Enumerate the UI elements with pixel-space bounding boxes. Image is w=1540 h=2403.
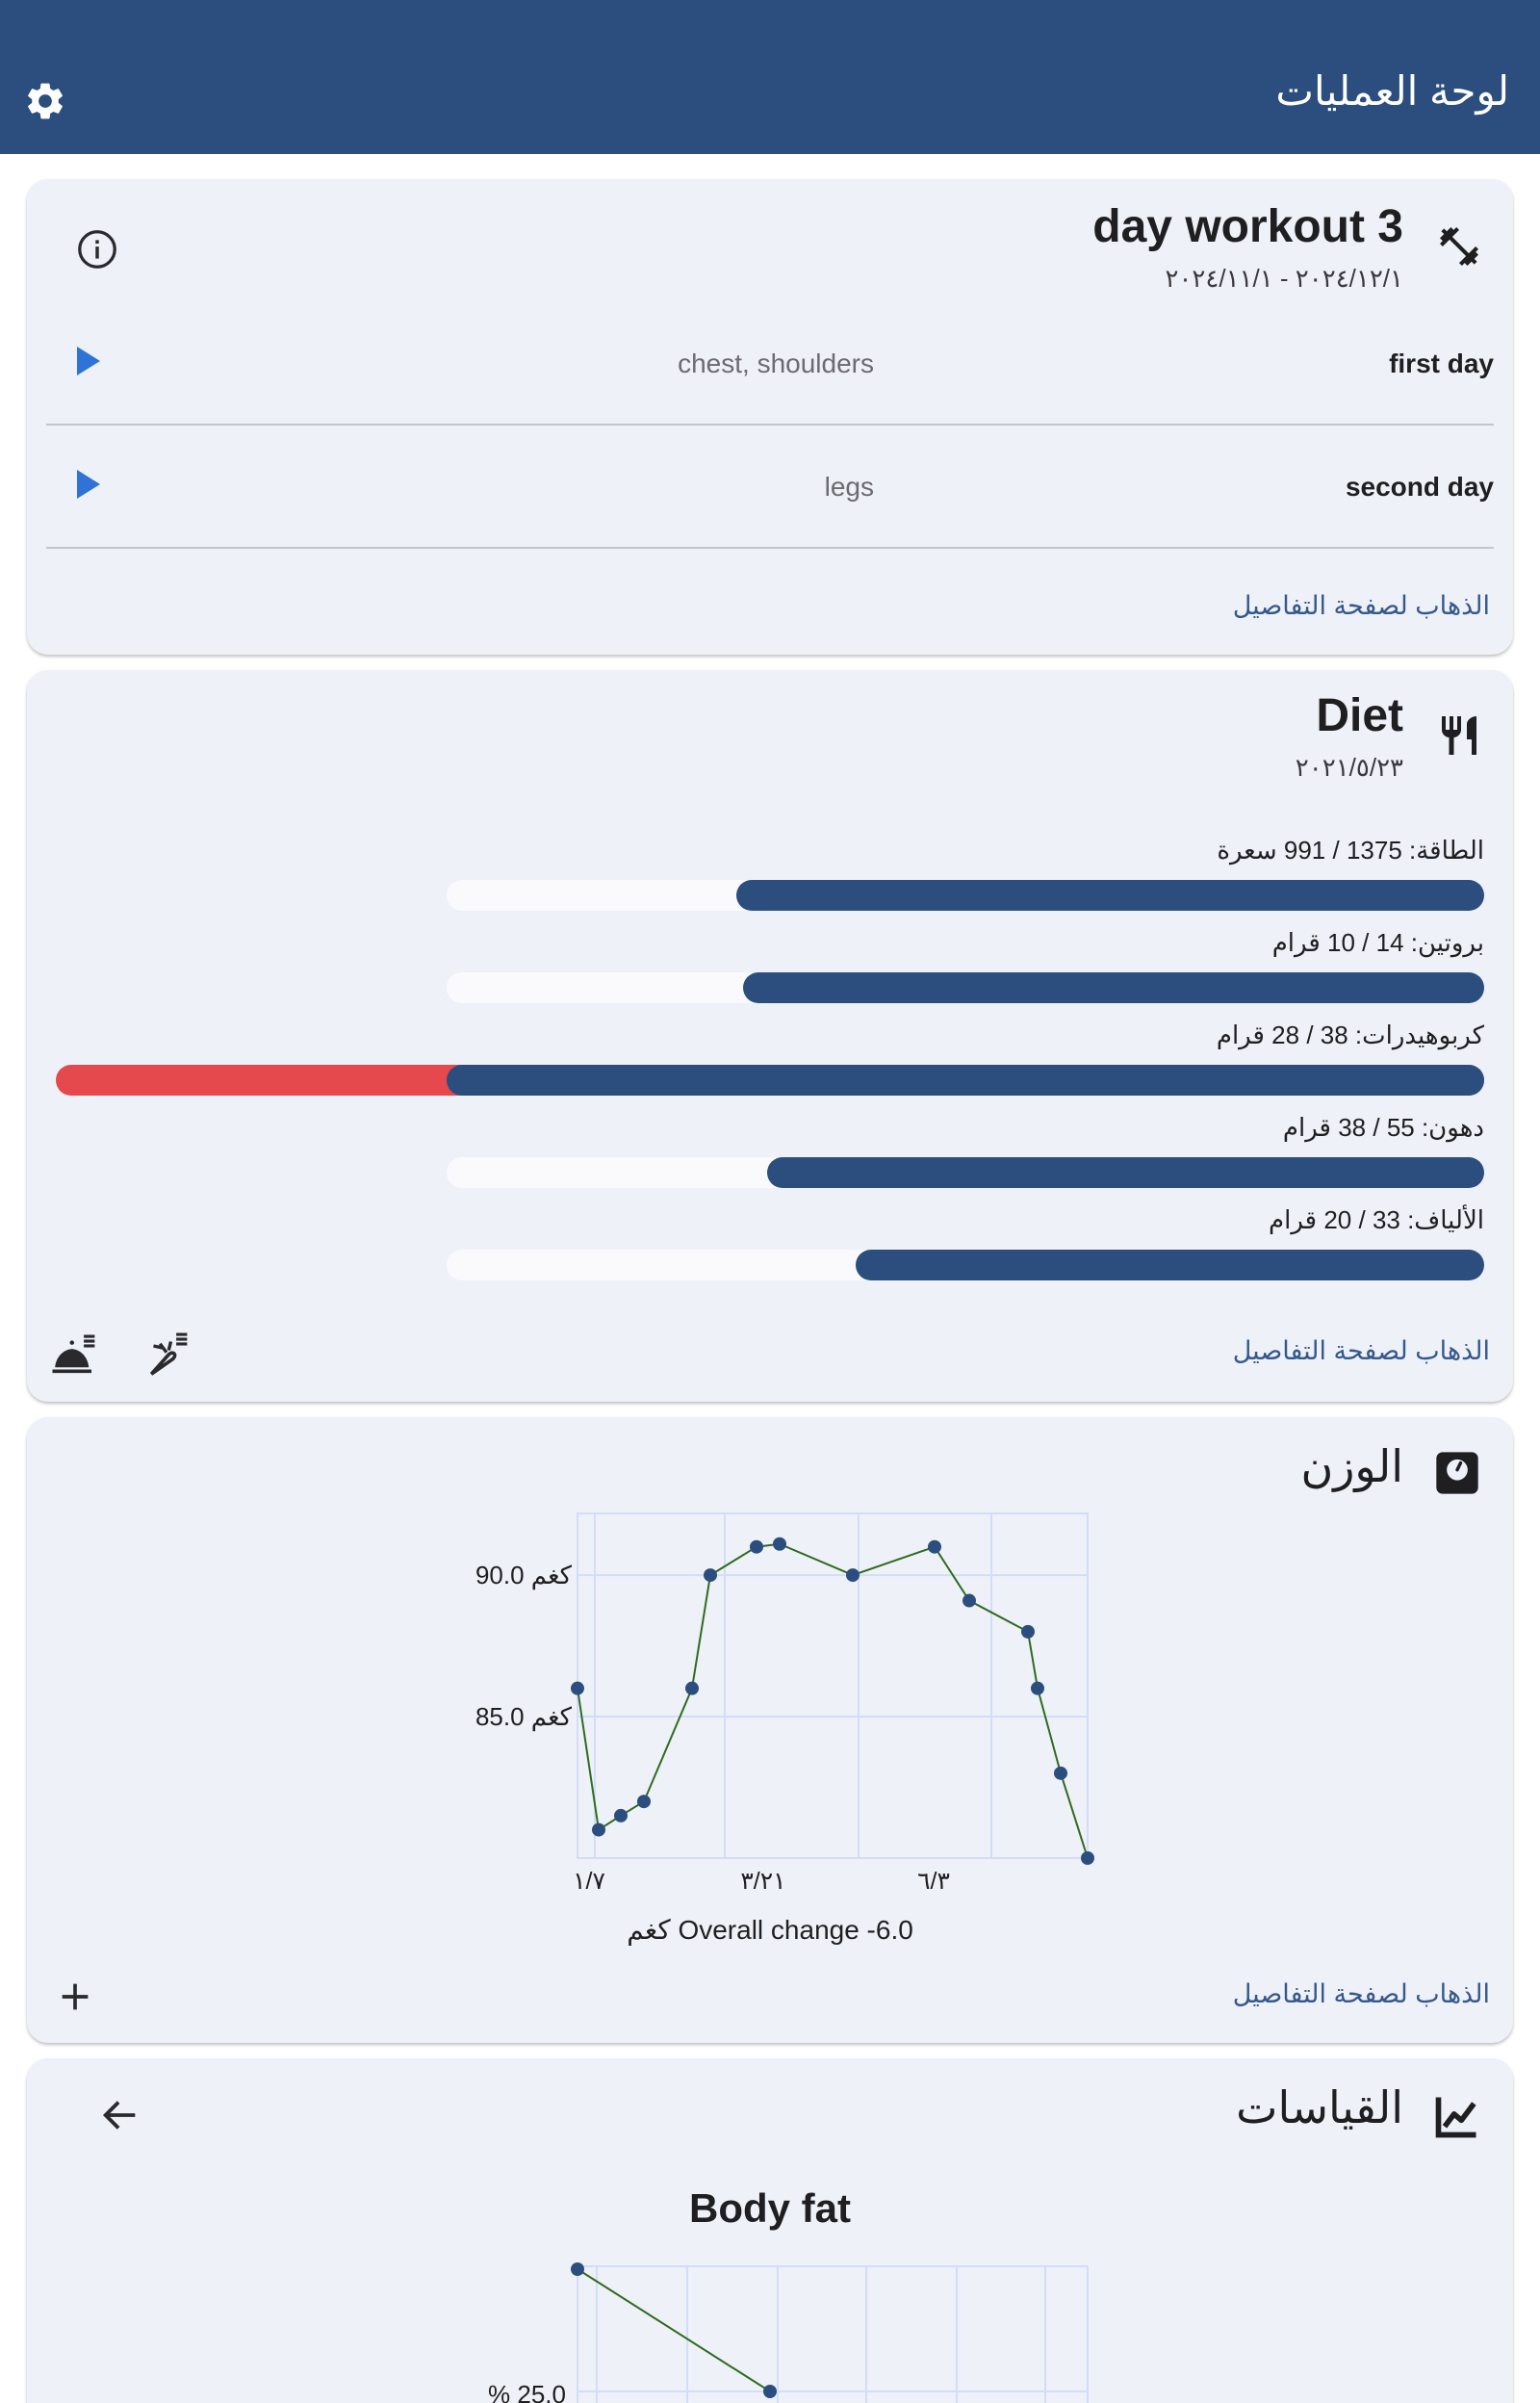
x-tick-label: ١/٧	[573, 1868, 605, 1895]
weight-change-caption: كغم Overall change -6.0	[627, 1915, 913, 1945]
weight-point	[1021, 1624, 1035, 1639]
nutrient-label: كربوهيدرات: 38 / 28 قرام	[1216, 1021, 1484, 1049]
x-tick-label: ٣/٢١	[740, 1868, 785, 1895]
weight-point	[637, 1795, 651, 1809]
app-bar: لوحة العمليات	[0, 0, 1540, 154]
y-tick-label: كغم 85.0	[475, 1702, 573, 1732]
diet-details-link[interactable]: الذهاب لصفحة التفاصيل	[1232, 1336, 1490, 1365]
nutrient-bar	[855, 1250, 1484, 1280]
weight-point	[928, 1539, 941, 1554]
diet-title: Diet	[1316, 690, 1403, 741]
add-ingredient-icon[interactable]	[141, 1329, 192, 1381]
measurements-card: القياسات Body fat % 25.0	[27, 2058, 1513, 2403]
body-fat-point	[763, 2385, 777, 2398]
page-title: لوحة العمليات	[1275, 68, 1509, 114]
plus-icon[interactable]	[56, 1977, 94, 2016]
nutrient-bar	[767, 1157, 1484, 1188]
weight-point	[614, 1808, 628, 1822]
body-fat-line	[577, 2268, 771, 2392]
weight-point	[1054, 1766, 1067, 1780]
info-icon[interactable]	[75, 227, 119, 271]
diet-date: ٢٠٢١/٥/٢٣	[1295, 753, 1403, 782]
workout-day-row[interactable]: legs second day	[46, 426, 1494, 549]
weight-point	[773, 1537, 786, 1551]
body-fat-chart: % 25.0	[488, 2262, 1089, 2403]
day-name: second day	[1345, 472, 1494, 502]
weight-line	[577, 1542, 1089, 1859]
nutrient-label: بروتين: 14 / 10 قرام	[1271, 928, 1484, 957]
y-tick-label: % 25.0	[488, 2380, 566, 2403]
nutrient-label: دهون: 55 / 38 قرام	[1282, 1113, 1484, 1142]
gear-icon[interactable]	[23, 79, 67, 123]
day-muscles: legs	[824, 472, 874, 502]
day-muscles: chest, shoulders	[678, 349, 874, 378]
body-fat-title: Body fat	[689, 2185, 851, 2231]
day-name: first day	[1389, 349, 1494, 378]
body-fat-point	[571, 2262, 584, 2276]
weight-point	[592, 1822, 605, 1837]
weight-point	[962, 1593, 976, 1608]
arrow-left-icon[interactable]	[98, 2093, 142, 2137]
weight-point	[1031, 1681, 1044, 1695]
weight-point	[685, 1681, 699, 1695]
weight-chart: كغم 90.0 كغم 85.0 ١/٧ ٣/٢١ ٦/٣	[475, 1512, 1094, 1895]
weight-details-link[interactable]: الذهاب لصفحة التفاصيل	[1232, 1979, 1490, 2008]
workout-day-row[interactable]: chest, shoulders first day	[46, 302, 1494, 426]
weight-title: الوزن	[1300, 1441, 1403, 1491]
x-tick-label: ٦/٣	[917, 1868, 950, 1895]
weight-point	[704, 1568, 717, 1583]
weight-card: الوزن كغم 90.0 كغم 85.0 ١/٧ ٣/٢١ ٦/٣ كغم Ove…	[27, 1417, 1513, 2043]
nutrient-label: الطاقة: 1375 / 991 سعرة	[1217, 836, 1484, 865]
cutlery-icon	[1442, 716, 1476, 755]
dumbbell-icon	[1440, 227, 1478, 266]
workout-date-range: ٢٠٢٤/١٢/١ - ٢٠٢٤/١١/١	[1165, 264, 1403, 293]
measurements-title: القياسات	[1236, 2082, 1403, 2132]
weight-point	[1081, 1851, 1094, 1865]
nutrient-bar	[743, 972, 1484, 1003]
workout-title: day workout 3	[1092, 201, 1403, 252]
nutrient-bar	[447, 1065, 1484, 1096]
play-icon[interactable]	[77, 347, 100, 375]
weight-point	[571, 1681, 584, 1695]
trend-chart-icon	[1435, 2097, 1476, 2138]
workout-details-link[interactable]: الذهاب لصفحة التفاصيل	[1232, 591, 1490, 620]
workout-card: day workout 3 ٢٠٢٤/١٢/١ - ٢٠٢٤/١١/١ ches…	[27, 179, 1513, 655]
add-meal-icon[interactable]	[48, 1331, 100, 1382]
plot-border	[577, 2265, 1089, 2403]
scale-icon	[1436, 1452, 1478, 1494]
y-tick-label: كغم 90.0	[475, 1561, 573, 1590]
weight-point	[846, 1568, 860, 1583]
plot-border	[577, 1512, 1089, 1859]
diet-card: Diet ٢٠٢١/٥/٢٣ الطاقة: 1375 / 991 سعرة ب…	[27, 670, 1513, 1402]
weight-point	[750, 1539, 763, 1554]
nutrient-label: الألياف: 33 / 20 قرام	[1269, 1205, 1484, 1234]
nutrient-bar	[736, 880, 1484, 911]
play-icon[interactable]	[77, 470, 100, 499]
